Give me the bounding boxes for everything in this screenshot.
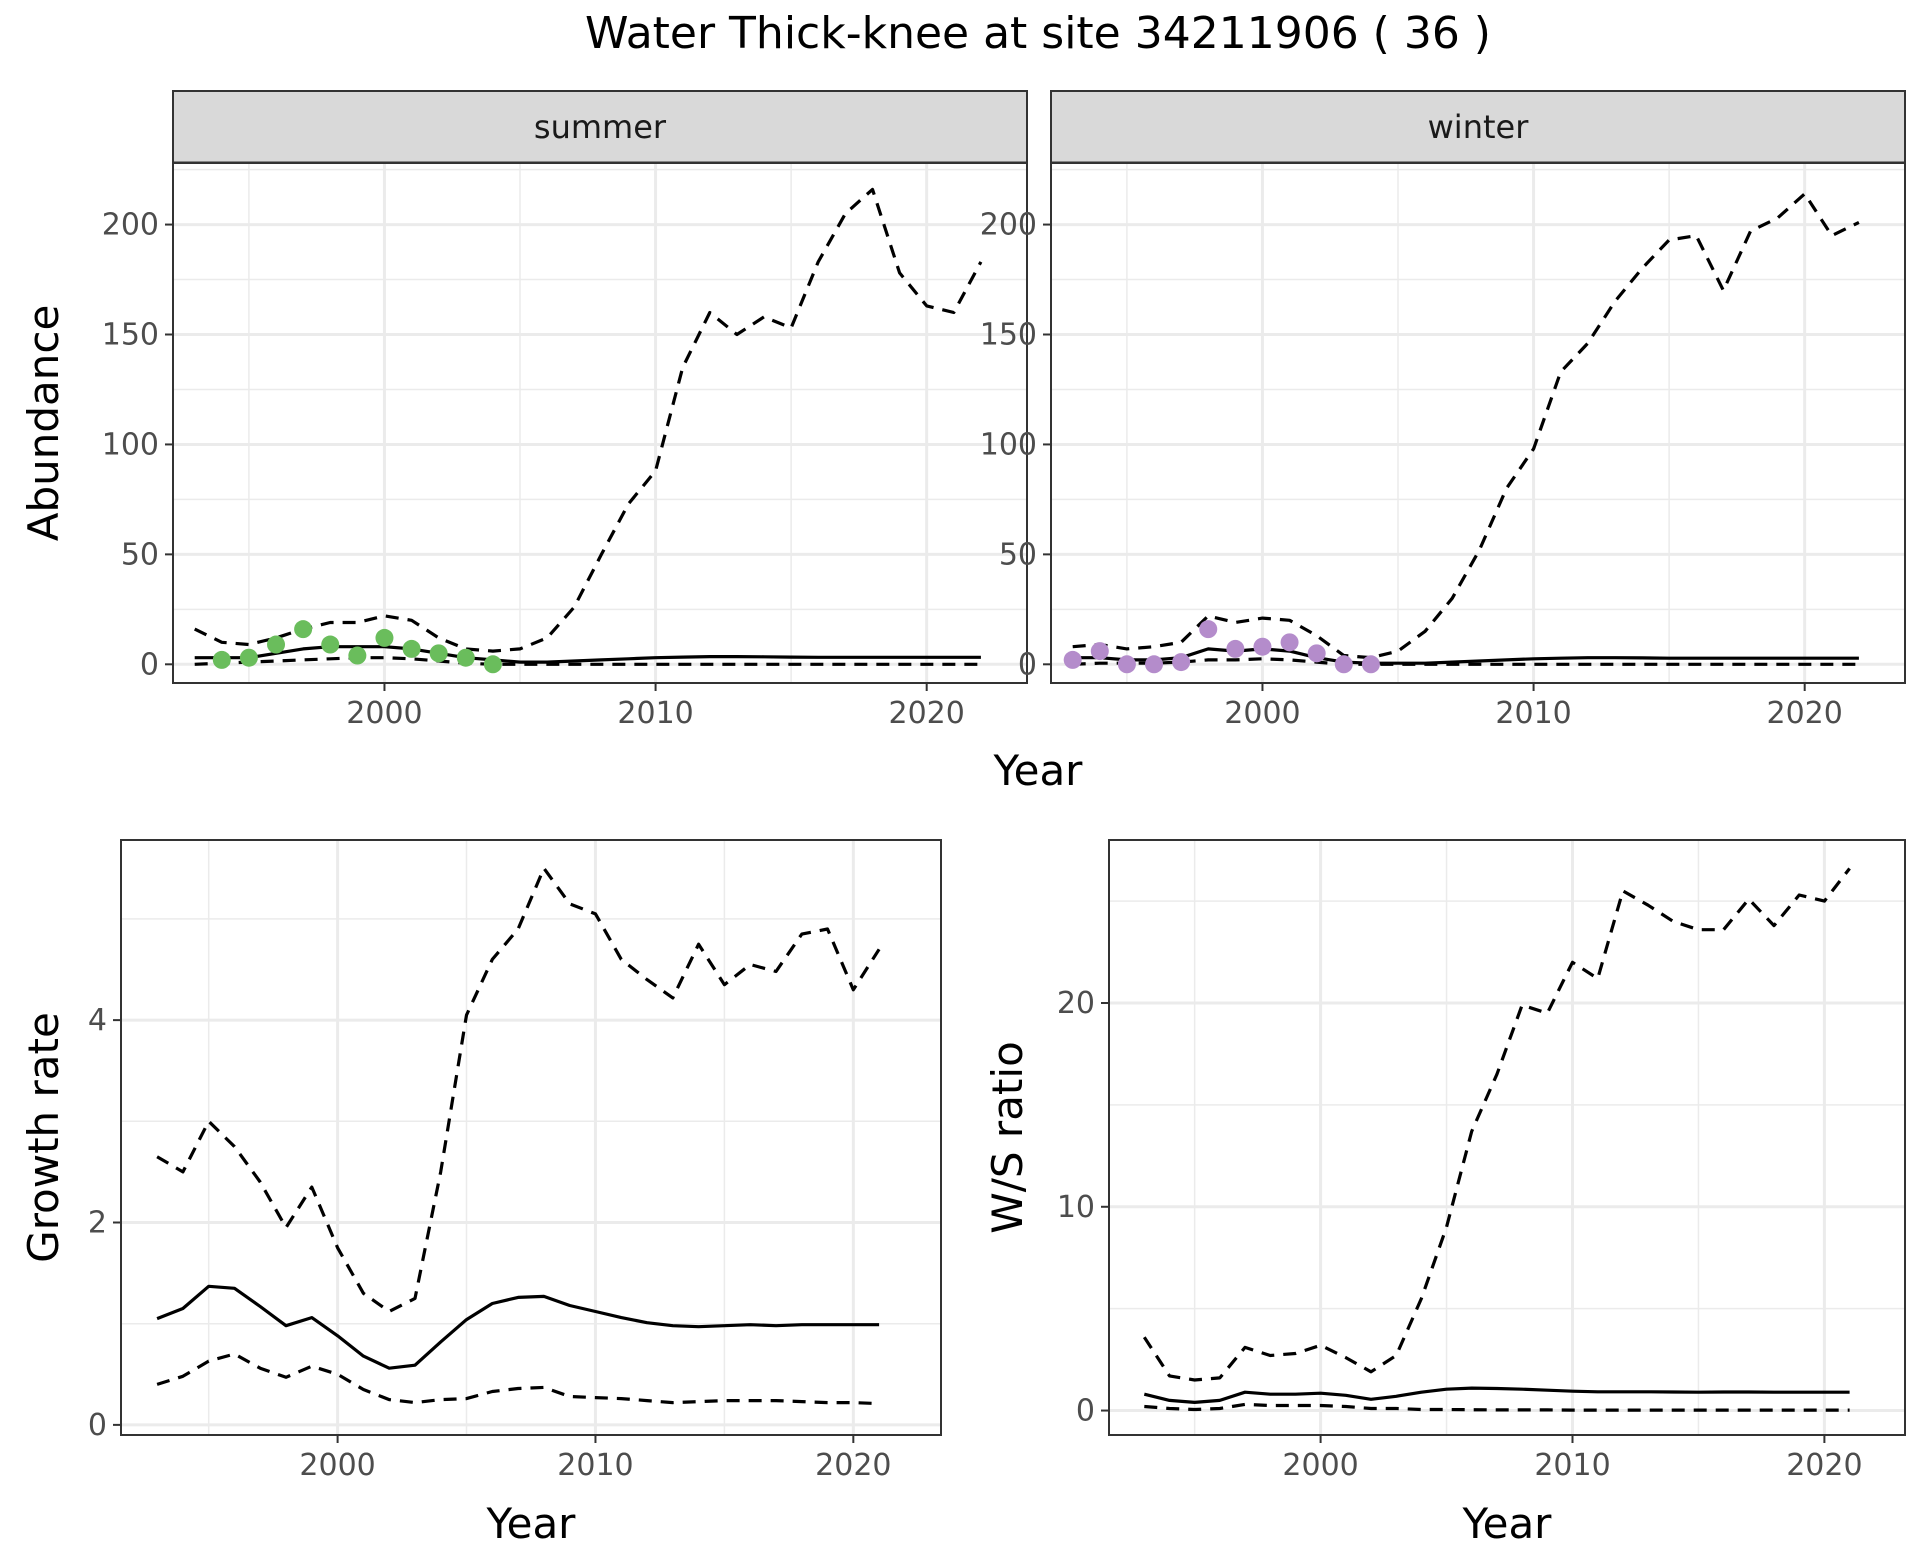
y-axis-title-growth: Growth rate xyxy=(19,1012,68,1263)
data-point xyxy=(1172,653,1191,672)
panel-border xyxy=(1050,162,1906,684)
panel-background xyxy=(1051,163,1905,683)
panel-background xyxy=(121,840,941,1435)
data-point xyxy=(483,655,502,674)
data-point xyxy=(429,644,448,663)
y-tick-label: 100 xyxy=(980,427,1037,462)
series-line-dashed-0 xyxy=(156,866,881,1314)
strip-label-summer: summer xyxy=(534,108,667,146)
series-line-dashed-0 xyxy=(1072,192,1860,660)
figure-title: Water Thick-knee at site 34211906 ( 36 ) xyxy=(585,8,1491,59)
y-tick-label: 0 xyxy=(1018,647,1037,682)
x-axis-title-ratio: Year xyxy=(1462,1499,1553,1548)
y-tick-label: 150 xyxy=(980,318,1037,353)
data-point xyxy=(267,635,286,654)
data-point xyxy=(456,648,475,667)
panel-border xyxy=(120,839,942,1436)
x-axis-title-growth: Year xyxy=(486,1499,577,1548)
data-point xyxy=(1280,633,1299,652)
y-tick-label: 20 xyxy=(1057,986,1095,1021)
y-tick-label: 150 xyxy=(102,318,159,353)
x-tick-label: 2010 xyxy=(557,1448,633,1483)
panel-border xyxy=(1108,839,1906,1436)
strip-label-winter: winter xyxy=(1428,108,1530,146)
data-point xyxy=(1199,620,1218,639)
y-tick-label: 50 xyxy=(999,537,1037,572)
series-line-dashed-0 xyxy=(193,187,983,653)
data-point xyxy=(1090,642,1109,661)
y-tick-label: 2 xyxy=(88,1206,107,1241)
series-line-dashed-0 xyxy=(1142,867,1851,1382)
series-line-solid-1 xyxy=(1143,1386,1850,1404)
y-tick-label: 4 xyxy=(88,1003,107,1038)
panel-winter: winter 2000 2010 2020 0 50 100 150 200 xyxy=(980,90,1906,731)
data-point xyxy=(1334,655,1353,674)
data-point xyxy=(1307,644,1326,663)
top-x-axis-title: Year xyxy=(993,746,1084,795)
x-tick-label: 2020 xyxy=(1786,1448,1862,1483)
series-line-dashed-2 xyxy=(1144,1402,1850,1412)
y-tick-label: 200 xyxy=(102,208,159,243)
y-tick-label: 0 xyxy=(1076,1394,1095,1429)
x-tick-label: 2020 xyxy=(815,1448,891,1483)
x-tick-label: 2000 xyxy=(299,1448,375,1483)
x-tick-label: 2010 xyxy=(1534,1448,1610,1483)
y-tick-label: 10 xyxy=(1057,1190,1095,1225)
data-point xyxy=(1253,637,1272,656)
data-point xyxy=(1145,655,1164,674)
x-tick-label: 2000 xyxy=(1224,696,1300,731)
series-line-solid-1 xyxy=(156,1284,880,1370)
panel-background xyxy=(173,163,1027,683)
y-tick-label: 0 xyxy=(88,1408,107,1443)
panel-summer: summer 2000 2010 2020 0 50 100 150 200 Abundance xyxy=(19,90,1028,731)
data-point xyxy=(375,628,394,647)
y-axis-title-ratio: W/S ratio xyxy=(983,1041,1032,1234)
y-tick-label: 100 xyxy=(102,427,159,462)
series-line-solid-1 xyxy=(1072,647,1859,665)
panel-border xyxy=(172,162,1028,684)
x-tick-label: 2020 xyxy=(1767,696,1843,731)
x-tick-label: 2020 xyxy=(889,696,965,731)
x-tick-label: 2010 xyxy=(1495,696,1571,731)
data-point xyxy=(321,635,340,654)
data-point xyxy=(402,639,421,658)
y-axis-title-summer: Abundance xyxy=(19,305,68,542)
y-tick-label: 0 xyxy=(140,647,159,682)
y-tick-label: 200 xyxy=(980,208,1037,243)
y-tick-label: 50 xyxy=(121,537,159,572)
data-point xyxy=(348,646,367,665)
data-point xyxy=(1226,639,1245,658)
data-point xyxy=(1117,655,1136,674)
x-tick-label: 2010 xyxy=(617,696,693,731)
data-point xyxy=(1361,655,1380,674)
series-line-dashed-2 xyxy=(156,1352,880,1406)
data-point xyxy=(294,620,313,639)
panel-growth: 2000 2010 2020 0 2 4 Growth rate Year xyxy=(19,839,942,1548)
panel-background xyxy=(1109,840,1905,1435)
panel-ratio: 2000 2010 2020 0 10 20 W/S ratio Year xyxy=(983,839,1906,1548)
data-point xyxy=(239,648,258,667)
data-point xyxy=(212,650,231,669)
x-tick-label: 2000 xyxy=(346,696,422,731)
x-tick-label: 2000 xyxy=(1282,1448,1358,1483)
strip-summer xyxy=(172,90,1028,164)
data-point xyxy=(1063,650,1082,669)
